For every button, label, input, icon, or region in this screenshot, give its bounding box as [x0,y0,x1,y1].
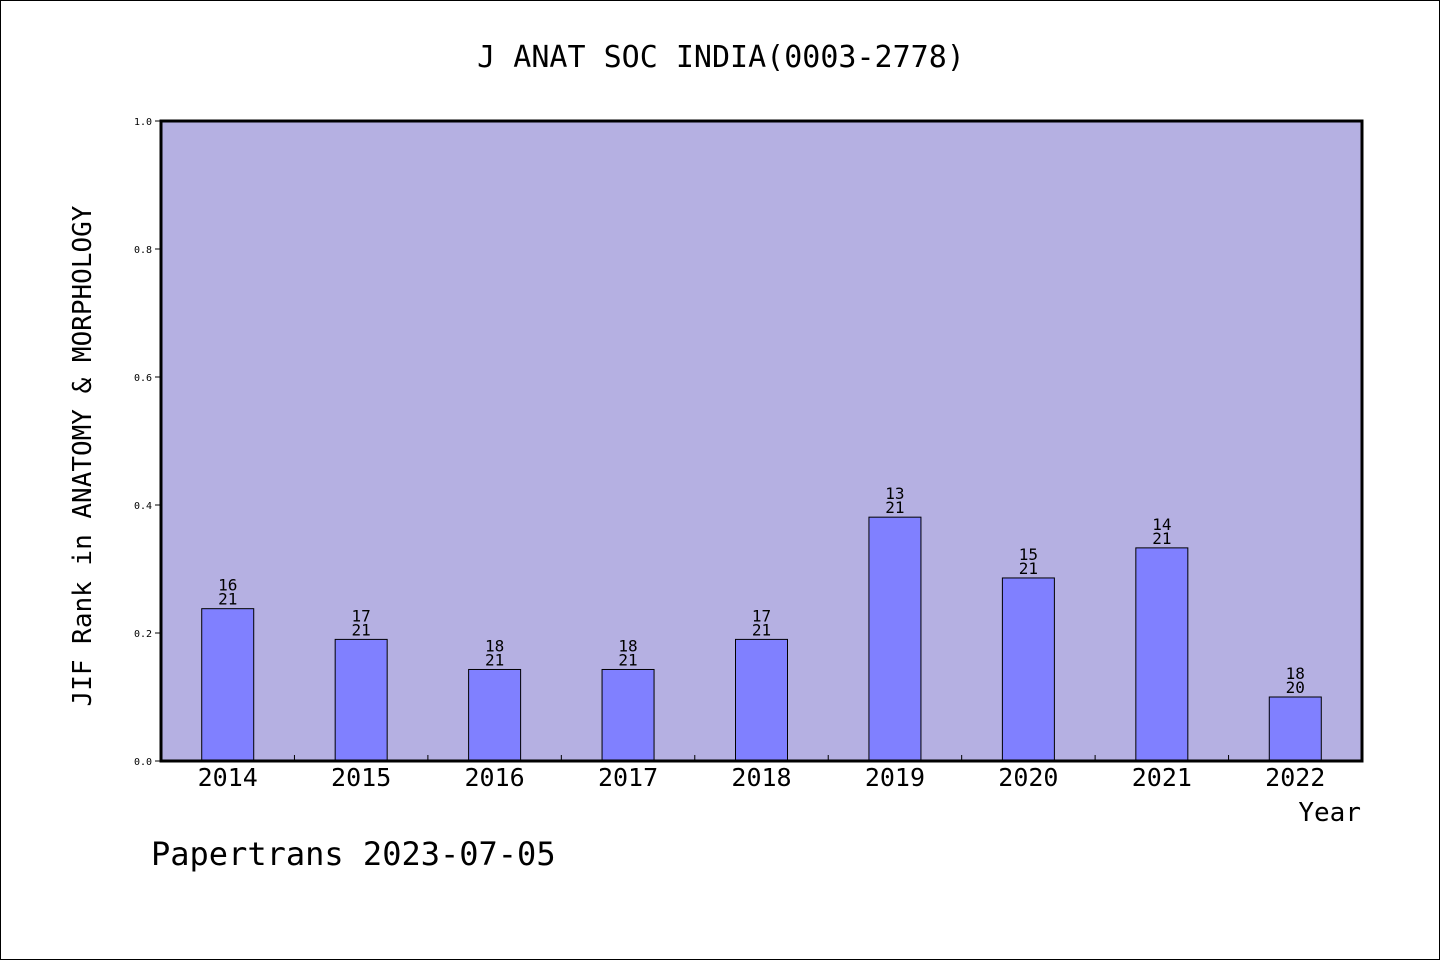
plot-border [159,119,1364,763]
rank-total-label: 21 [485,650,504,669]
x-tick-label: 2014 [198,763,258,792]
y-axis-ticks: 0.0 0.2 0.4 0.6 0.8 1.0 [134,117,161,768]
y-tick-label: 0.4 [134,501,152,512]
y-tick-label: 0.6 [134,373,152,384]
rank-total-label: 20 [1286,678,1305,697]
rank-label: 14 [1152,515,1171,534]
x-tick-label: 2021 [1132,763,1192,792]
rank-total-label: 21 [218,590,237,609]
rank-label: 18 [618,636,637,655]
y-tick-label: 0.2 [134,629,152,640]
y-axis-label: JIF Rank in ANATOMY & MORPHOLOGY [68,205,98,706]
x-axis-ticks: 2014 2015 2016 2017 2018 2019 2020 2021 2022 [198,755,1325,792]
x-tick-label: 2019 [865,763,925,792]
rank-total-label: 21 [352,620,371,639]
bar-2019 [868,516,922,762]
rank-label: 17 [752,606,771,625]
bars-group [201,516,1322,762]
x-tick-label: 2016 [465,763,525,792]
rank-label: 18 [485,636,504,655]
rank-total-label: 21 [885,498,904,517]
y-tick-label: 0.8 [134,245,152,256]
bar-2014 [201,608,255,762]
x-tick-label: 2017 [598,763,658,792]
rank-label: 18 [1286,664,1305,683]
x-tick-label: 2018 [731,763,791,792]
rank-total-label: 21 [1152,529,1171,548]
x-tick-label: 2022 [1265,763,1325,792]
bar-2022 [1268,696,1322,762]
bar-2021 [1135,547,1189,762]
bar-2016 [468,668,522,762]
chart-title: J ANAT SOC INDIA(0003-2778) [477,40,965,75]
x-tick-label: 2020 [998,763,1058,792]
rank-label: 16 [218,576,237,595]
rank-label: 17 [352,606,371,625]
x-axis-label: Year [1298,798,1361,828]
y-tick-label: 0.0 [134,757,152,768]
bar-2018 [735,638,788,762]
x-tick-label: 2015 [331,763,391,792]
rank-label: 15 [1019,545,1038,564]
rank-total-label: 21 [618,650,637,669]
footer-credit: Papertrans 2023-07-05 [151,835,556,873]
rank-total-label: 21 [752,620,771,639]
y-tick-label: 1.0 [134,117,152,128]
bar-2017 [601,668,655,762]
bar-2015 [334,638,388,762]
rank-label: 13 [885,484,904,503]
bar-2020 [1001,577,1055,762]
rank-total-label: 21 [1019,559,1038,578]
